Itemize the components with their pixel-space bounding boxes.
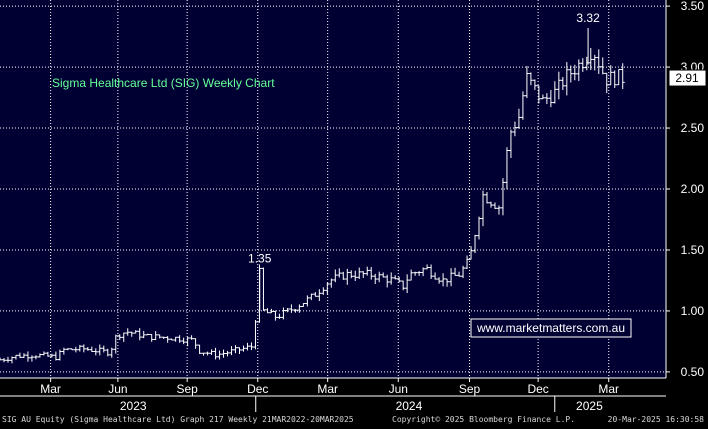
footer-copyright: Copyright© 2025 Bloomberg Finance L.P. (392, 415, 576, 424)
footer-timestamp: 20-Mar-2025 16:30:58 (607, 415, 704, 424)
y-tick-label: 2.50 (681, 121, 705, 135)
last-price-label: 2.91 (675, 71, 699, 85)
last-price-marker: 2.91 (668, 69, 707, 87)
watermark-text: www.marketmatters.com.au (476, 321, 625, 335)
annotation-low-peak: 1.35 (248, 251, 272, 265)
x-tick-label-year: 2025 (576, 399, 603, 413)
x-tick-label-month: Mar (40, 382, 61, 396)
x-tick-label-year: 2023 (120, 399, 147, 413)
y-axis-background (666, 0, 708, 378)
x-axis-ticks: Mar Jun Sep Dec Mar Jun Sep Dec Mar 2023 2024 2025 (40, 378, 619, 413)
last-price-box (668, 69, 707, 87)
y-tick-label: 2.00 (681, 182, 705, 196)
y-tick-label: 1.50 (681, 243, 705, 257)
footer-bar: SIG AU Equity (Sigma Healthcare Ltd) Gra… (0, 412, 708, 429)
x-tick-label-month: Dec (527, 382, 548, 396)
x-tick-label-month: Jun (389, 382, 408, 396)
x-tick-label-month: Mar (317, 382, 338, 396)
x-tick-label-year: 2024 (396, 399, 423, 413)
grid-lines (0, 0, 666, 378)
x-axis-background (0, 378, 708, 412)
chart-title: Sigma Healthcare Ltd (SIG) Weekly Chart (52, 76, 275, 90)
x-tick-label-month: Jun (108, 382, 127, 396)
y-tick-label: 1.00 (681, 304, 705, 318)
x-tick-label-month: Dec (247, 382, 268, 396)
annotation-high-peak: 3.32 (576, 11, 600, 25)
y-tick-label: 3.50 (681, 0, 705, 13)
x-tick-label-month: Sep (459, 382, 481, 396)
footer-ticker-info: SIG AU Equity (Sigma Healthcare Ltd) Gra… (2, 415, 354, 424)
price-bars (0, 28, 625, 364)
y-axis-ticks: 0.501.001.502.002.503.003.50 (666, 0, 704, 379)
watermark-box: www.marketmatters.com.au (470, 318, 632, 338)
x-tick-label-month: Sep (176, 382, 198, 396)
y-tick-label: 0.50 (681, 365, 705, 379)
x-tick-label-month: Mar (598, 382, 619, 396)
